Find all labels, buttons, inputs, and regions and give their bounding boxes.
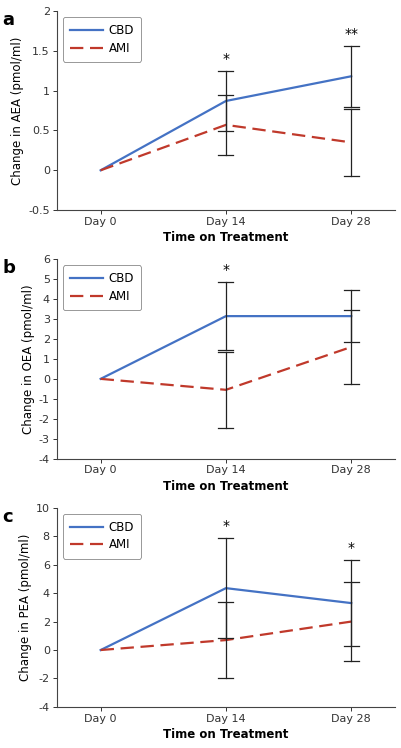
Text: *: * xyxy=(222,52,229,66)
Y-axis label: Change in PEA (pmol/ml): Change in PEA (pmol/ml) xyxy=(18,533,32,681)
Text: *: * xyxy=(222,263,229,278)
Legend: CBD, AMI: CBD, AMI xyxy=(63,17,141,62)
Text: *: * xyxy=(347,542,354,556)
X-axis label: Time on Treatment: Time on Treatment xyxy=(163,231,288,245)
Text: **: ** xyxy=(343,27,357,41)
Text: a: a xyxy=(3,11,14,29)
X-axis label: Time on Treatment: Time on Treatment xyxy=(163,479,288,493)
X-axis label: Time on Treatment: Time on Treatment xyxy=(163,728,288,741)
Y-axis label: Change in AEA (pmol/ml): Change in AEA (pmol/ml) xyxy=(11,37,24,185)
Legend: CBD, AMI: CBD, AMI xyxy=(63,514,141,559)
Y-axis label: Change in OEA (pmol/ml): Change in OEA (pmol/ml) xyxy=(22,284,34,434)
Legend: CBD, AMI: CBD, AMI xyxy=(63,266,141,310)
Text: *: * xyxy=(222,519,229,533)
Text: b: b xyxy=(3,260,16,278)
Text: c: c xyxy=(3,508,13,526)
